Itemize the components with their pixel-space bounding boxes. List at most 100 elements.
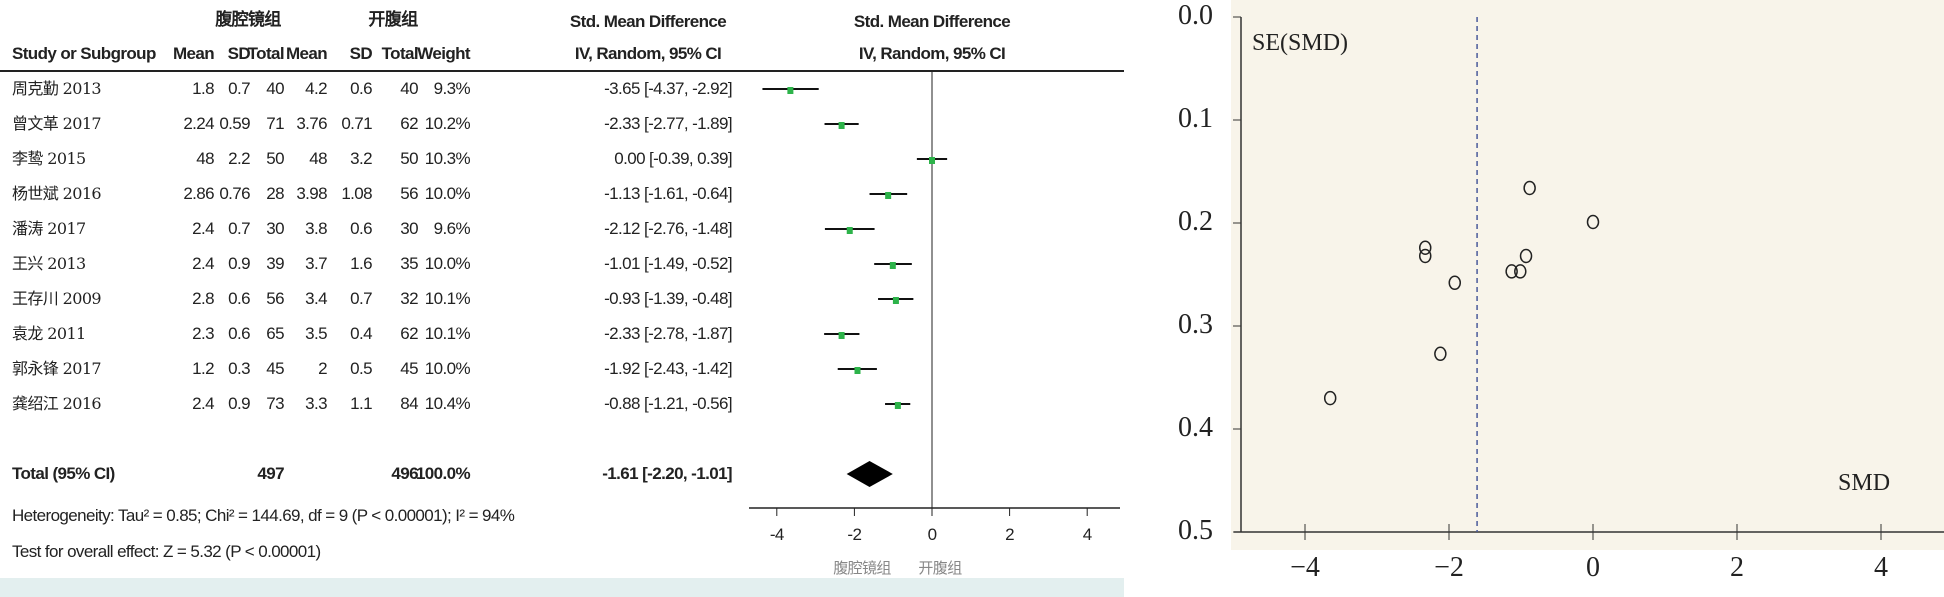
cell-m2: 3.8 <box>305 219 327 238</box>
forest-point <box>889 262 896 269</box>
cell-m2: 4.2 <box>305 79 327 98</box>
funnel-point <box>1514 264 1527 279</box>
cell-name: 袁龙 2011 <box>12 324 86 343</box>
funnel-point <box>1434 346 1447 362</box>
cell-ci: -3.65 [-4.37, -2.92] <box>604 79 732 98</box>
cell-ci: -1.92 [-2.43, -1.42] <box>604 359 732 378</box>
total-weight: 100.0% <box>415 464 471 483</box>
cell-sd1: 0.7 <box>228 79 250 98</box>
cell-m2: 3.76 <box>296 114 327 133</box>
cell-n1: 50 <box>266 149 284 168</box>
column-header: Mean <box>285 44 328 63</box>
cell-n2: 40 <box>400 79 418 98</box>
cell-sd2: 1.08 <box>341 184 372 203</box>
cell-ci: -2.12 [-2.76, -1.48] <box>604 219 732 238</box>
cell-m2: 3.4 <box>305 289 327 308</box>
cell-sd2: 1.6 <box>350 254 372 273</box>
cell-m1: 2.3 <box>192 324 214 343</box>
funnel-y-tick: 0.4 <box>1178 412 1213 443</box>
cell-n2: 30 <box>400 219 418 238</box>
funnel-y-tick: 0.0 <box>1178 0 1213 31</box>
cell-sd1: 0.76 <box>219 184 250 203</box>
cell-w: 10.0% <box>424 254 471 273</box>
cell-m1: 48 <box>196 149 214 168</box>
plot-header: Std. Mean Difference <box>853 12 1011 31</box>
funnel-point <box>1418 240 1432 255</box>
forest-point <box>885 192 892 199</box>
cell-ci: -1.01 [-1.49, -0.52] <box>604 254 732 273</box>
cell-sd1: 0.9 <box>228 394 250 413</box>
cell-sd1: 0.7 <box>228 219 250 238</box>
funnel-point <box>1505 264 1518 279</box>
funnel-xlabel: SMD <box>1838 470 1891 496</box>
cell-w: 10.1% <box>424 289 471 308</box>
funnel-plot-background <box>1231 0 1944 550</box>
cell-sd1: 0.6 <box>228 289 250 308</box>
cell-n2: 32 <box>400 289 418 308</box>
cell-w: 10.0% <box>424 184 471 203</box>
cell-ci: -0.88 [-1.21, -0.56] <box>604 394 732 413</box>
column-header: Study or Subgroup <box>12 44 156 63</box>
cell-m1: 2.86 <box>183 184 214 203</box>
cell-sd1: 0.3 <box>228 359 250 378</box>
total-label: Total (95% CI) <box>12 464 115 483</box>
cell-n1: 65 <box>266 324 284 343</box>
forest-tick-label: 2 <box>1005 525 1015 544</box>
cell-n1: 28 <box>266 184 284 203</box>
cell-sd2: 0.5 <box>350 359 372 378</box>
smd-method: IV, Random, 95% CI <box>574 44 722 63</box>
column-header: Mean <box>172 44 215 63</box>
cell-m1: 2.4 <box>192 394 214 413</box>
forest-point <box>892 297 899 304</box>
forest-point <box>894 402 901 409</box>
cell-n1: 71 <box>266 114 284 133</box>
cell-sd1: 0.59 <box>219 114 250 133</box>
cell-name: 曾文革 2017 <box>12 114 102 133</box>
column-header: SD <box>349 44 373 63</box>
forest-point <box>854 367 861 374</box>
total-n2: 496 <box>391 464 418 483</box>
cell-n1: 73 <box>266 394 284 413</box>
cell-w: 9.3% <box>433 79 471 98</box>
group2-header: 开腹组 <box>368 10 418 30</box>
cell-n1: 40 <box>266 79 284 98</box>
forest-point <box>838 122 845 129</box>
funnel-point <box>1523 180 1536 196</box>
column-header: Total <box>247 44 285 63</box>
cell-n2: 45 <box>400 359 418 378</box>
cell-n1: 39 <box>266 254 284 273</box>
cell-n2: 56 <box>400 184 418 203</box>
total-ci: -1.61 [-2.20, -1.01] <box>602 464 732 483</box>
cell-name: 王兴 2013 <box>12 254 86 273</box>
column-header: Total <box>381 44 419 63</box>
funnel-y-tick: 0.3 <box>1178 309 1213 340</box>
forest-tick-label: 0 <box>927 525 937 544</box>
cell-name: 潘涛 2017 <box>12 219 86 238</box>
cell-sd2: 0.6 <box>350 219 372 238</box>
cell-sd2: 1.1 <box>350 394 372 413</box>
cell-m2: 3.7 <box>305 254 327 273</box>
column-header: Weight <box>417 44 470 63</box>
cell-sd2: 0.7 <box>350 289 372 308</box>
funnel-x-tick: 0 <box>1586 552 1600 583</box>
funnel-x-tick: −4 <box>1290 552 1320 583</box>
cell-n1: 30 <box>266 219 284 238</box>
cell-name: 龚绍江 2016 <box>12 394 102 413</box>
cell-m2: 3.98 <box>296 184 327 203</box>
cell-name: 郭永锋 2017 <box>12 359 102 378</box>
cell-w: 10.1% <box>424 324 471 343</box>
cell-n2: 35 <box>400 254 418 273</box>
cell-name: 杨世斌 2016 <box>12 184 102 203</box>
cell-w: 10.4% <box>424 394 471 413</box>
forest-point <box>838 332 845 339</box>
cell-sd2: 0.6 <box>350 79 372 98</box>
funnel-y-tick: 0.1 <box>1178 103 1213 134</box>
smd-header: Std. Mean Difference <box>569 12 727 31</box>
cell-m1: 2.4 <box>192 219 214 238</box>
overall-effect-text: Test for overall effect: Z = 5.32 (P < 0… <box>12 542 321 561</box>
cell-m1: 2.24 <box>183 114 214 133</box>
cell-sd2: 3.2 <box>350 149 372 168</box>
plot-method: IV, Random, 95% CI <box>858 44 1006 63</box>
cell-sd1: 0.6 <box>228 324 250 343</box>
column-header: SD <box>227 44 251 63</box>
